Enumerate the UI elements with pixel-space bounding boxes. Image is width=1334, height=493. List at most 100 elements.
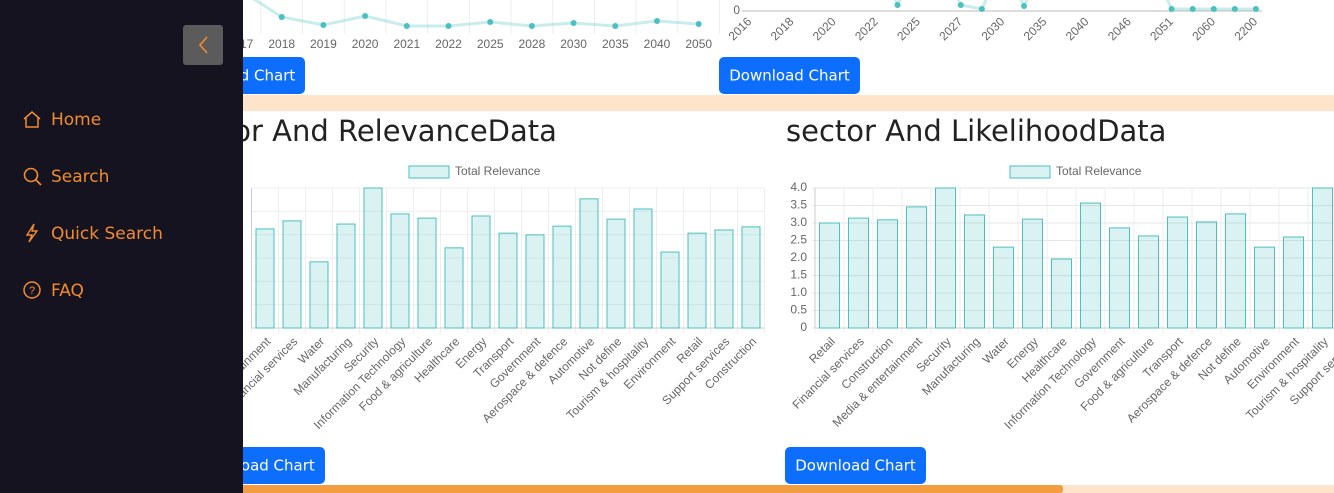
x-tick-label: 2016 [726, 14, 755, 43]
y-tick-label: 3.5 [790, 198, 807, 212]
bar [906, 206, 927, 329]
button-label[interactable]: Download Chart [795, 457, 916, 475]
bar [1225, 213, 1246, 329]
help-icon[interactable] [23, 281, 41, 299]
bar [444, 247, 464, 329]
x-tick-label: 2022 [435, 37, 462, 51]
data-point [1231, 6, 1238, 12]
bar [606, 218, 626, 329]
bar [1283, 236, 1304, 329]
bar [336, 223, 356, 329]
bar [579, 198, 599, 329]
bar [1109, 227, 1130, 329]
bar [1051, 258, 1072, 329]
y-tick-label: 0 [800, 320, 807, 334]
x-tick-label: 2020 [352, 37, 379, 51]
data-point [894, 2, 901, 8]
bar [363, 187, 383, 329]
x-tick-label: 2040 [644, 37, 671, 51]
bolt-icon[interactable] [25, 223, 39, 243]
menu-item[interactable]: Quick Search [25, 223, 163, 244]
bar [1167, 216, 1188, 329]
x-tick-label: 2028 [519, 37, 546, 51]
data-point [957, 2, 964, 8]
menu-item[interactable]: Home [23, 110, 101, 130]
menu-item[interactable]: ? FAQ [23, 281, 84, 301]
bar [687, 232, 707, 329]
collapse-button[interactable] [183, 25, 223, 65]
x-tick-label: 2021 [393, 37, 420, 51]
sidebar: Home Search Quick Search ? FAQ [0, 0, 243, 493]
x-tick-label: 2035 [1021, 14, 1050, 43]
legend-label: Total Relevance [455, 164, 541, 178]
bar [848, 217, 869, 329]
data-point [978, 6, 985, 12]
data-point [612, 23, 619, 29]
search-icon[interactable] [23, 167, 39, 183]
bar [1138, 235, 1159, 329]
x-tick-label: 2025 [894, 14, 923, 43]
chevron-icon[interactable] [198, 36, 208, 54]
search-icon-handle[interactable] [35, 179, 42, 186]
x-tick-label: 2200 [1232, 14, 1261, 43]
menu-label[interactable]: Search [51, 167, 109, 187]
collapse-bg[interactable] [183, 25, 223, 65]
bar [1196, 221, 1217, 329]
bar [935, 187, 956, 329]
download-button[interactable]: Download Chart [719, 57, 860, 94]
bar [309, 261, 329, 329]
data-point [570, 20, 577, 26]
bar [390, 213, 410, 329]
bar [255, 228, 275, 329]
menu-label[interactable]: Quick Search [51, 224, 163, 244]
help-icon-mark[interactable]: ? [29, 285, 35, 297]
bar [819, 222, 840, 329]
button-bg[interactable] [785, 447, 926, 484]
legend-swatch [1009, 165, 1051, 179]
menu-label[interactable]: FAQ [51, 281, 84, 301]
y-tick-label: 2.0 [790, 250, 807, 264]
bar [525, 234, 545, 329]
x-tick-label: 2040 [1063, 14, 1092, 43]
data-point [320, 22, 327, 28]
x-tick-label: 2035 [602, 37, 629, 51]
x-tick-label: 2018 [268, 37, 295, 51]
data-point [654, 18, 660, 24]
x-tick-label: 2019 [310, 37, 337, 51]
data-point [487, 19, 494, 25]
data-point [445, 23, 452, 29]
bar [282, 220, 302, 329]
y-tick-label: 0 [733, 3, 740, 17]
progress-bar [0, 485, 1063, 493]
data-point [1168, 6, 1175, 12]
y-tick-label: 1.0 [790, 285, 807, 299]
y-tick-label: 4.0 [790, 180, 807, 194]
button-label[interactable]: Download Chart [729, 67, 850, 85]
x-tick-label: 2046 [1105, 14, 1134, 43]
home-icon[interactable] [23, 111, 41, 128]
menu-item[interactable]: Search [23, 167, 110, 187]
data-point [403, 23, 410, 29]
x-tick-label: 2022 [852, 14, 881, 43]
data-point [1252, 6, 1259, 12]
data-line [252, 0, 699, 28]
bar [1312, 187, 1333, 329]
bar [633, 208, 653, 329]
button-bg[interactable] [719, 57, 860, 94]
bar [1022, 218, 1043, 329]
data-point [528, 23, 535, 29]
y-tick-label: 3.0 [790, 215, 807, 229]
bar [1254, 246, 1275, 329]
data-point [1021, 3, 1028, 9]
bar [552, 225, 572, 329]
section-divider [0, 95, 1334, 111]
download-button[interactable]: Download Chart [785, 447, 926, 484]
chart-title: sector And LikelihoodData [786, 114, 1166, 148]
data-point [1210, 6, 1217, 12]
x-tick-label: 2030 [979, 14, 1008, 43]
menu-label[interactable]: Home [51, 110, 101, 130]
y-tick-label: 1.5 [790, 268, 807, 282]
bar [993, 246, 1014, 329]
x-tick-label: 2060 [1189, 14, 1218, 43]
